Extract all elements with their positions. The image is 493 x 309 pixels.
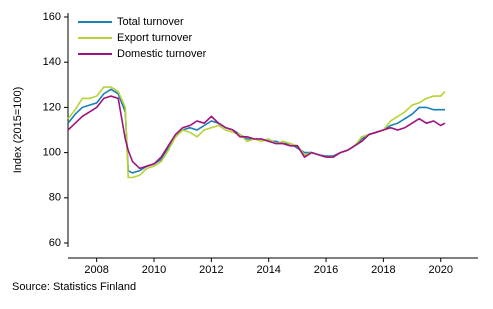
x-tick-label: 2008 <box>84 264 108 276</box>
x-tick-label: 2012 <box>199 264 223 276</box>
x-tick-label: 2014 <box>256 264 280 276</box>
y-axis-label: Index (2015=100) <box>12 87 24 174</box>
y-tick-label: 160 <box>43 11 61 23</box>
legend-label: Total turnover <box>117 16 184 28</box>
legend-label: Domestic turnover <box>117 48 207 60</box>
x-tick-label: 2016 <box>314 264 338 276</box>
y-tick-label: 60 <box>49 237 61 249</box>
x-tick-label: 2010 <box>142 264 166 276</box>
x-tick-label: 2020 <box>428 264 452 276</box>
y-tick-label: 80 <box>49 192 61 204</box>
legend-label: Export turnover <box>117 32 193 44</box>
y-tick-label: 140 <box>43 56 61 68</box>
source: Source: Statistics Finland <box>12 281 136 293</box>
series-line <box>67 95 446 170</box>
x-tick-label: 2018 <box>371 264 395 276</box>
y-tick-label: 100 <box>43 147 61 159</box>
y-tick-label: 120 <box>43 101 61 113</box>
